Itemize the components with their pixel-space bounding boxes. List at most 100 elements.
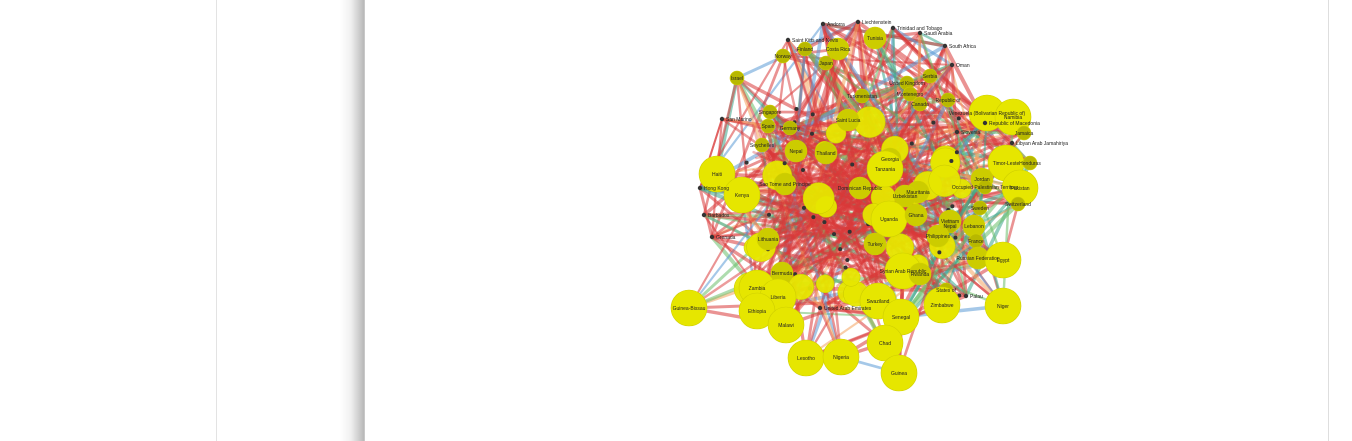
- graph-node[interactable]: [1009, 140, 1015, 146]
- graph-node[interactable]: [866, 150, 904, 188]
- graph-node[interactable]: [1022, 155, 1038, 171]
- node-label: Japan: [819, 61, 833, 67]
- graph-node[interactable]: [908, 262, 932, 286]
- graph-node[interactable]: [940, 92, 956, 108]
- graph-node[interactable]: [1010, 196, 1026, 212]
- graph-node[interactable]: [811, 215, 816, 220]
- graph-node[interactable]: [909, 141, 914, 146]
- graph-node[interactable]: [782, 161, 787, 166]
- graph-node[interactable]: [822, 338, 860, 376]
- graph-node[interactable]: [912, 96, 928, 112]
- graph-node[interactable]: [954, 129, 960, 135]
- graph-node[interactable]: [709, 234, 715, 240]
- graph-node[interactable]: [904, 203, 928, 227]
- graph-node[interactable]: [843, 265, 848, 270]
- graph-node[interactable]: [698, 155, 736, 193]
- graph-node[interactable]: [814, 141, 838, 165]
- graph-node[interactable]: [953, 235, 958, 240]
- graph-node[interactable]: [1016, 125, 1032, 141]
- graph-node[interactable]: [838, 247, 843, 252]
- graph-node[interactable]: [767, 306, 805, 344]
- graph-node[interactable]: [782, 120, 798, 136]
- graph-node[interactable]: [949, 62, 955, 68]
- graph-node[interactable]: [766, 212, 771, 217]
- graph-node[interactable]: [937, 250, 942, 255]
- graph-node[interactable]: [902, 86, 918, 102]
- graph-node[interactable]: [984, 241, 1022, 279]
- graph-node[interactable]: [826, 37, 850, 61]
- graph-node[interactable]: [832, 232, 837, 237]
- graph-node[interactable]: [984, 287, 1022, 325]
- graph-node[interactable]: [775, 48, 791, 64]
- graph-node[interactable]: [954, 150, 959, 155]
- graph-node[interactable]: [977, 179, 993, 195]
- graph-node[interactable]: [863, 232, 887, 256]
- graph-node[interactable]: [810, 112, 815, 117]
- graph-edge: [778, 124, 869, 225]
- graph-node[interactable]: [719, 116, 725, 122]
- graph-node[interactable]: [836, 108, 860, 132]
- graph-node[interactable]: [760, 118, 776, 134]
- graph-node[interactable]: [922, 68, 938, 84]
- graph-node[interactable]: [890, 25, 896, 31]
- graph-node[interactable]: [800, 168, 805, 173]
- graph-node[interactable]: [880, 354, 918, 392]
- graph-node[interactable]: [956, 116, 961, 121]
- graph-node[interactable]: [841, 267, 861, 287]
- graph-node[interactable]: [801, 205, 806, 210]
- graph-node[interactable]: [850, 162, 855, 167]
- graph-node[interactable]: [802, 182, 835, 215]
- node-label: Thailand: [816, 151, 835, 157]
- graph-node[interactable]: [942, 43, 948, 49]
- node-label: Mauritania: [906, 190, 930, 196]
- graph-node[interactable]: [949, 159, 954, 164]
- graph-node[interactable]: [845, 258, 850, 263]
- node-label: Oman: [956, 63, 970, 69]
- graph-node[interactable]: [926, 224, 950, 248]
- graph-node[interactable]: [785, 37, 791, 43]
- graph-edge: [769, 209, 829, 281]
- graph-node[interactable]: [697, 185, 703, 191]
- graph-edge: [687, 182, 787, 310]
- graph-node[interactable]: [744, 160, 749, 165]
- graph-node[interactable]: [701, 212, 707, 218]
- graph-node[interactable]: [931, 120, 936, 125]
- graph-node[interactable]: [893, 184, 917, 208]
- graph-node[interactable]: [754, 137, 770, 153]
- graph-node[interactable]: [729, 70, 745, 86]
- graph-node[interactable]: [863, 26, 887, 50]
- graph-node[interactable]: [847, 229, 852, 234]
- graph-node[interactable]: [866, 324, 904, 362]
- graph-edge: [786, 164, 851, 280]
- graph-node[interactable]: [982, 120, 988, 126]
- graph-node[interactable]: [773, 172, 797, 196]
- node-label: Slovenia: [961, 130, 980, 136]
- graph-node[interactable]: [723, 176, 761, 214]
- graph-node[interactable]: [972, 200, 988, 216]
- graph-node[interactable]: [818, 55, 834, 71]
- node-label: Lithuania: [758, 237, 779, 243]
- graph-node[interactable]: [917, 30, 923, 36]
- graph-node[interactable]: [963, 293, 969, 299]
- node-label: Nepal: [789, 149, 802, 155]
- graph-node[interactable]: [809, 131, 814, 136]
- graph-node[interactable]: [784, 139, 808, 163]
- graph-node[interactable]: [797, 41, 813, 57]
- graph-node[interactable]: [670, 289, 708, 327]
- graph-edge: [864, 118, 934, 147]
- graph-node[interactable]: [848, 176, 872, 200]
- node-label: Nigeria: [833, 355, 849, 361]
- graph-node[interactable]: [957, 293, 962, 298]
- graph-node[interactable]: [756, 227, 780, 251]
- graph-node[interactable]: [820, 21, 826, 27]
- graph-node[interactable]: [923, 286, 961, 324]
- graph-node[interactable]: [815, 274, 835, 294]
- graph-node[interactable]: [928, 164, 961, 197]
- graph-node[interactable]: [822, 220, 827, 225]
- graph-node[interactable]: [794, 106, 799, 111]
- graph-node[interactable]: [817, 305, 823, 311]
- graph-node[interactable]: [855, 19, 861, 25]
- graph-node[interactable]: [854, 88, 870, 104]
- graph-node[interactable]: [950, 204, 955, 209]
